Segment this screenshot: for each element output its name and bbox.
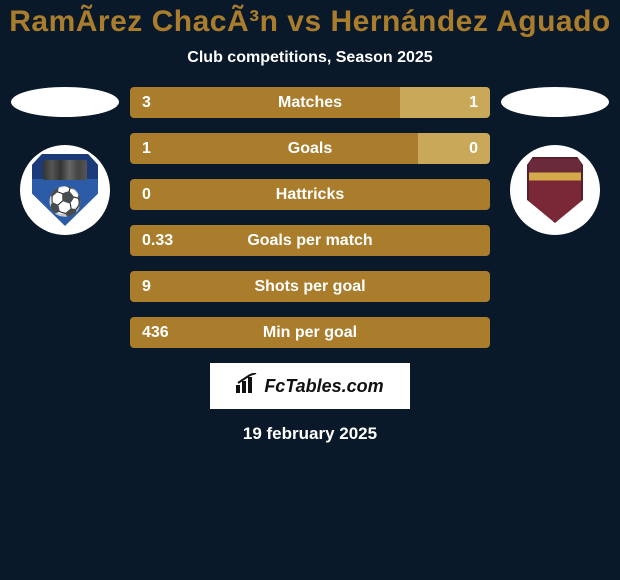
player-ellipse-left — [11, 87, 119, 117]
stat-label: Goals — [288, 140, 332, 158]
site-logo: FcTables.com — [210, 363, 410, 409]
player-ellipse-right — [501, 87, 609, 117]
stat-row: 10 Goals — [130, 133, 490, 164]
club-badge-right — [510, 145, 600, 235]
shield-icon — [32, 154, 98, 226]
logo-text: FcTables.com — [264, 376, 383, 397]
date-text: 19 february 2025 — [243, 424, 377, 444]
page-subtitle: Club competitions, Season 2025 — [187, 49, 432, 67]
stat-row: 31 Matches — [130, 87, 490, 118]
stat-right-value: 0 — [418, 133, 490, 164]
stat-right-value: 1 — [400, 87, 490, 118]
stat-left-value: 3 — [130, 87, 400, 118]
right-player-col — [500, 87, 610, 235]
stat-row: 0.33Goals per match — [130, 225, 490, 256]
club-badge-left — [20, 145, 110, 235]
stat-row: 436Min per goal — [130, 317, 490, 348]
left-player-col — [10, 87, 120, 235]
stat-label: Matches — [278, 94, 342, 112]
shield-icon — [527, 157, 583, 223]
stat-label: Min per goal — [263, 324, 357, 342]
stat-label: Shots per goal — [254, 278, 365, 296]
chart-icon — [236, 373, 258, 399]
stat-row: 9Shots per goal — [130, 271, 490, 302]
comparison-area: 31Matches10Goals0Hattricks0.33Goals per … — [0, 87, 620, 348]
stat-label: Hattricks — [276, 186, 344, 204]
stat-label: Goals per match — [247, 232, 372, 250]
stat-left-value: 1 — [130, 133, 418, 164]
stats-column: 31Matches10Goals0Hattricks0.33Goals per … — [130, 87, 490, 348]
page-title: RamÃ­rez ChacÃ³n vs Hernández Aguado — [9, 5, 611, 39]
stat-row: 0Hattricks — [130, 179, 490, 210]
